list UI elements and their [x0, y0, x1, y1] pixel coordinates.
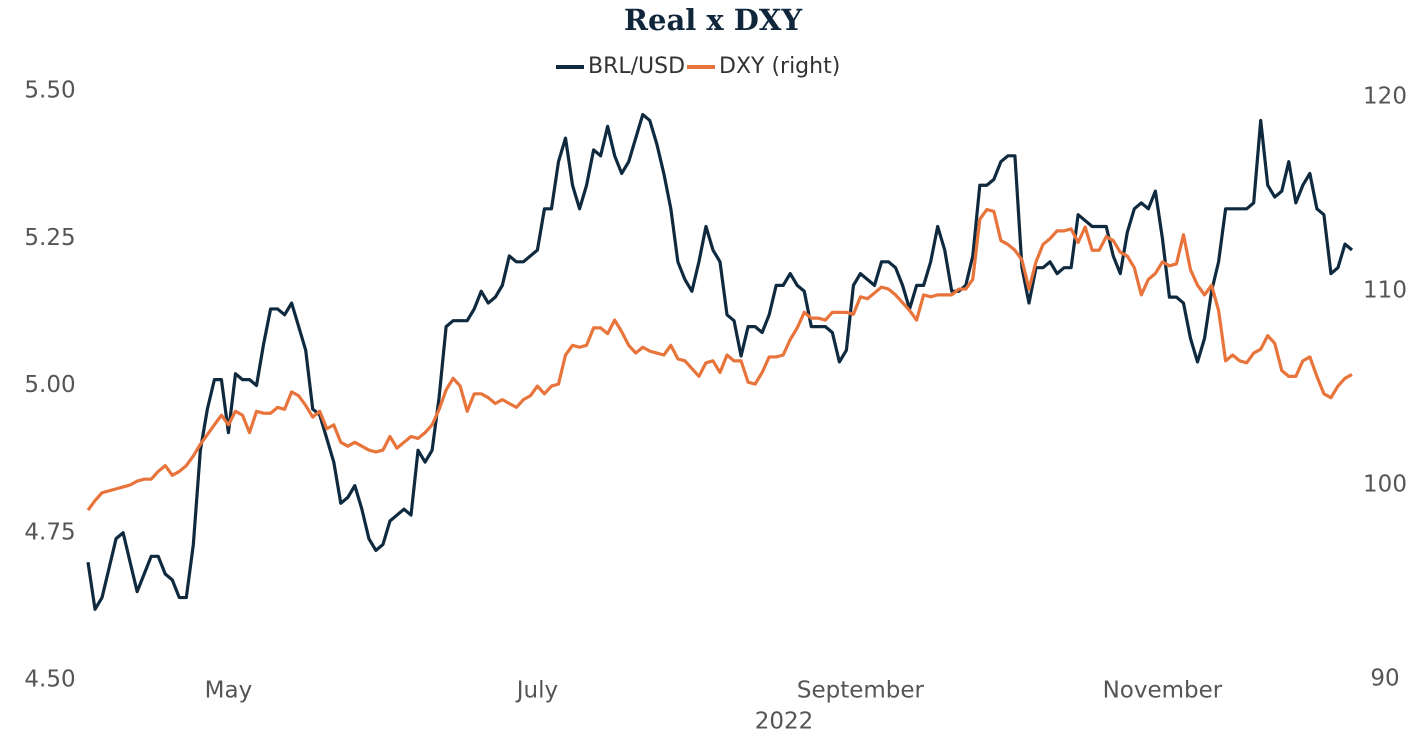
series-line — [86, 207, 1353, 512]
series-line — [86, 112, 1354, 611]
x-tick-label: November — [1103, 678, 1223, 704]
y-tick-label: 5.00 — [24, 372, 75, 398]
y2-tick-label: 100 — [1363, 472, 1407, 498]
x-tick-label: July — [515, 678, 558, 704]
chart-title: Real x DXY — [624, 3, 802, 37]
y2-tick-label: 90 — [1370, 666, 1399, 692]
x-tick-label: September — [797, 678, 925, 704]
x-tick-label: May — [205, 678, 253, 704]
y-tick-label: 5.25 — [24, 225, 75, 251]
y-tick-label: 4.75 — [24, 519, 75, 545]
y-tick-label: 4.50 — [24, 667, 75, 693]
y2-tick-label: 110 — [1363, 278, 1407, 304]
legend-label: BRL/USD — [588, 54, 685, 79]
x-axis-label: 2022 — [755, 709, 814, 734]
y2-tick-label: 120 — [1363, 84, 1407, 110]
y-tick-label: 5.50 — [24, 78, 75, 104]
legend-label: DXY (right) — [719, 54, 840, 79]
